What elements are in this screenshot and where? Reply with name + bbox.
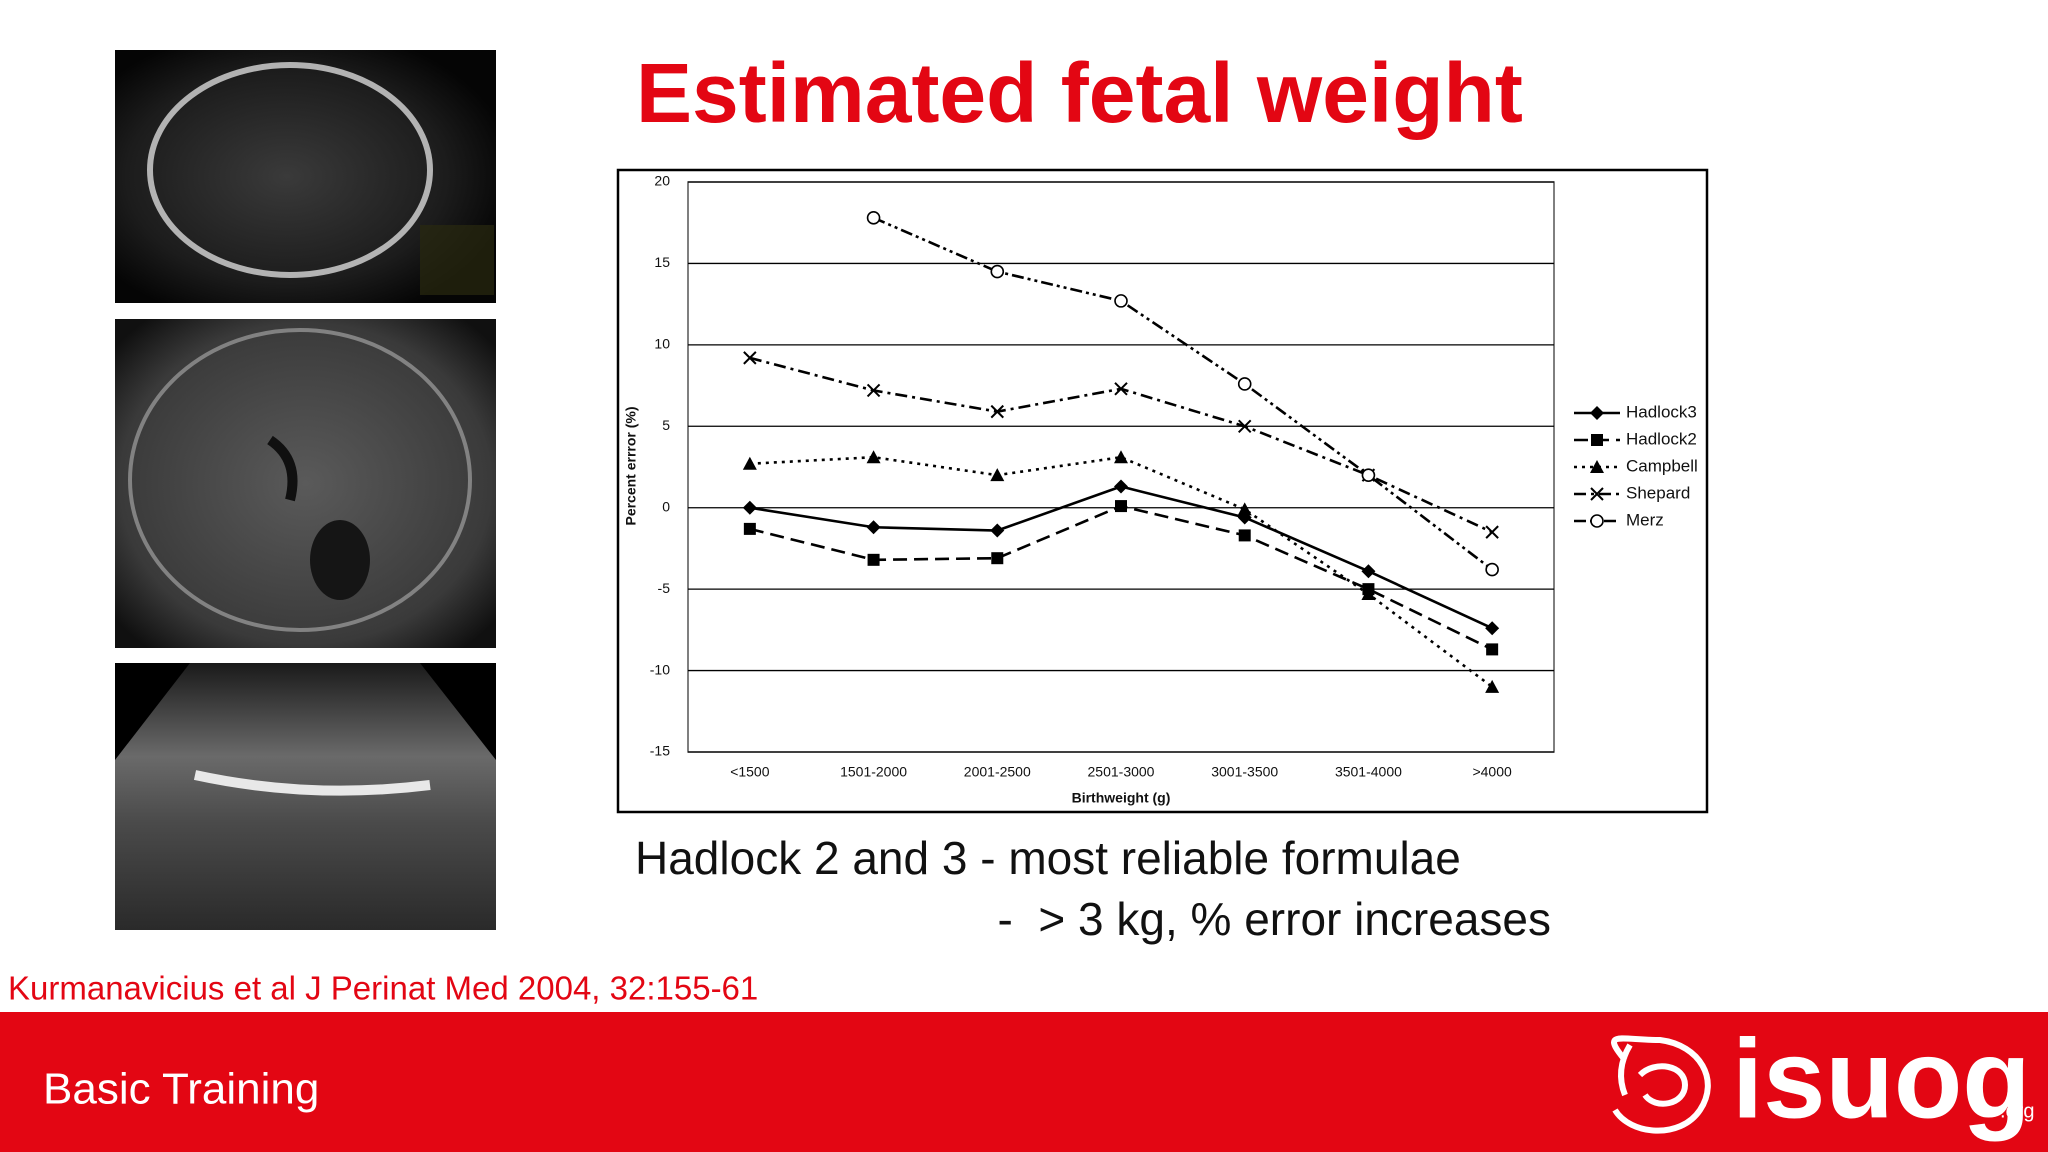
marker — [991, 552, 1004, 565]
marker — [1237, 502, 1252, 516]
marker — [1238, 419, 1252, 433]
legend-label: Hadlock2 — [1626, 429, 1697, 448]
marker — [1361, 468, 1376, 482]
logo-text: isuog — [1732, 1017, 2031, 1142]
y-tick-label: -10 — [650, 661, 670, 677]
marker — [1114, 450, 1128, 464]
note: - > 3 kg, % error increases — [998, 893, 1551, 945]
marker — [1485, 562, 1499, 577]
marker — [1114, 382, 1128, 396]
marker — [1361, 587, 1376, 601]
y-tick-label: 10 — [654, 336, 670, 352]
marker — [1590, 514, 1604, 528]
x-tick-label: 2001-2500 — [964, 764, 1031, 780]
marker — [866, 383, 881, 398]
ultrasound-femur — [115, 663, 496, 930]
x-tick-label: 3501-4000 — [1335, 764, 1402, 780]
y-tick-label: 5 — [662, 417, 670, 433]
marker — [1485, 525, 1499, 539]
legend-label: Campbell — [1626, 456, 1698, 475]
marker — [743, 351, 757, 365]
marker — [990, 264, 1005, 279]
marker — [866, 211, 881, 225]
chart-frame — [616, 168, 1709, 814]
marker — [1237, 377, 1252, 391]
marker — [742, 500, 757, 515]
x-axis-title: Birthweight (g) — [1072, 790, 1171, 806]
y-tick-label: 0 — [662, 498, 670, 514]
marker — [1115, 500, 1127, 513]
x-tick-label: 3001-3500 — [1211, 764, 1278, 780]
marker — [990, 468, 1005, 482]
x-tick-label: <1500 — [730, 764, 770, 780]
marker — [1590, 406, 1604, 420]
logo-icon — [1611, 1035, 1711, 1134]
marker — [990, 404, 1004, 419]
legend-label: Merz — [1626, 510, 1664, 529]
marker — [866, 450, 881, 464]
marker — [1485, 621, 1500, 636]
series-line — [873, 216, 1493, 571]
marker — [743, 522, 756, 535]
legend-label: Hadlock3 — [1626, 402, 1697, 421]
marker — [1486, 643, 1499, 656]
marker — [1591, 434, 1603, 446]
marker — [1590, 460, 1604, 473]
x-tick-label: 2501-3000 — [1088, 764, 1155, 780]
ultrasound-head — [115, 50, 496, 303]
marker — [1485, 679, 1500, 693]
marker — [1114, 294, 1128, 308]
logo-suffix: .org — [2000, 1100, 2034, 1122]
legend-label: Shepard — [1626, 483, 1690, 502]
marker — [1238, 529, 1251, 542]
y-tick-label: 20 — [654, 173, 670, 189]
footer-label: Basic Training — [43, 1065, 319, 1114]
x-tick-label: 1501-2000 — [840, 764, 907, 780]
marker — [1361, 564, 1376, 579]
marker — [866, 520, 881, 535]
marker — [1590, 487, 1604, 501]
marker — [867, 553, 880, 566]
marker — [990, 523, 1005, 538]
marker — [1114, 479, 1128, 494]
y-tick-label: -15 — [650, 743, 670, 759]
slide-title: Estimated fetal weight — [636, 46, 1523, 140]
ultrasound-abdomen — [115, 319, 496, 648]
note: Hadlock 2 and 3 - most reliable formulae — [635, 832, 1461, 884]
citation: Kurmanavicius et al J Perinat Med 2004, … — [8, 970, 758, 1007]
marker — [742, 456, 757, 470]
y-axis-title: Percent errror (%) — [623, 406, 639, 525]
chart: -15 -10 -5 0 5 10 15 20 <1500 1501-2000 2001-2500 2… — [623, 173, 1698, 806]
x-tick-label: >4000 — [1472, 764, 1512, 780]
y-tick-label: 15 — [654, 254, 670, 270]
y-tick-label: -5 — [658, 580, 671, 596]
